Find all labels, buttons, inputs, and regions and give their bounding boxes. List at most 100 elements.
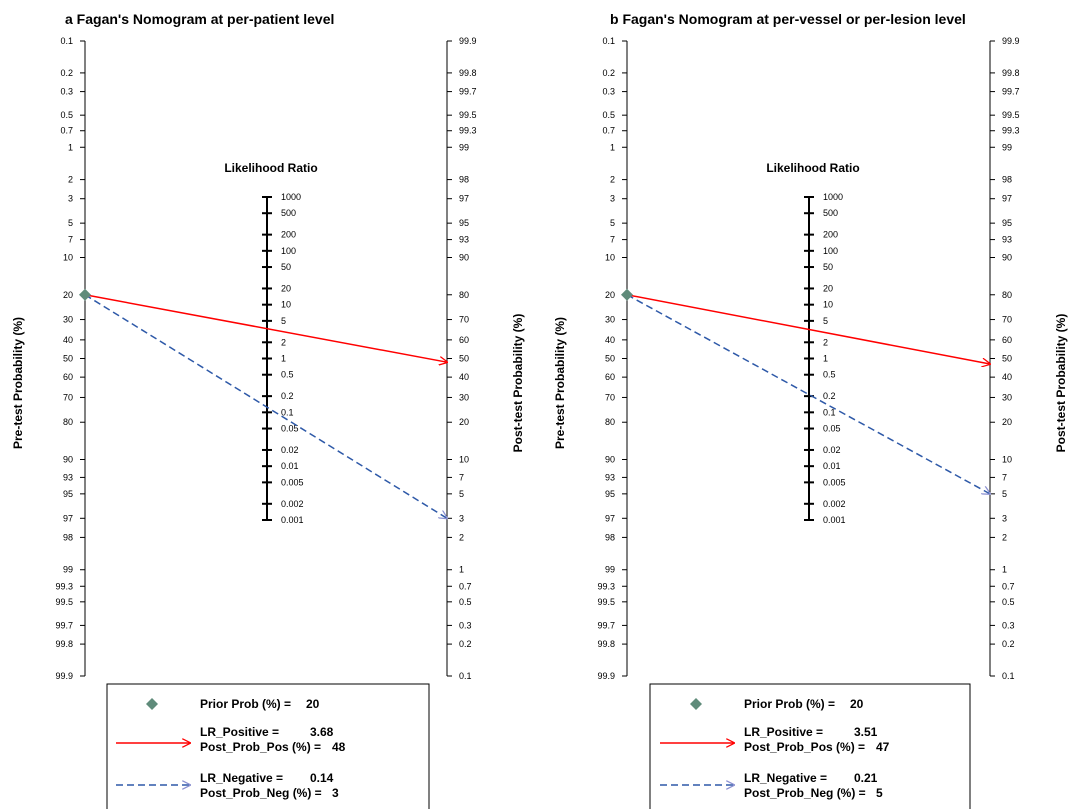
legend-prior-marker (690, 698, 702, 710)
lr-tick-label: 0.01 (823, 461, 841, 471)
post-test-tick-label: 95 (459, 218, 469, 228)
lr-tick-label: 200 (823, 230, 838, 240)
pre-test-tick-label: 99.8 (55, 639, 73, 649)
positive-line (84, 294, 447, 362)
lr-tick-label: 2 (281, 337, 286, 347)
post-test-tick-label: 99.8 (459, 68, 477, 78)
lr-tick-label: 5 (281, 316, 286, 326)
lr-tick-label: 0.5 (281, 370, 294, 380)
pre-test-tick-label: 60 (63, 372, 73, 382)
lr-tick-label: 0.002 (281, 499, 304, 509)
legend-prior-marker (146, 698, 158, 710)
pre-test-tick-label: 90 (63, 455, 73, 465)
post-test-tick-label: 99.5 (459, 110, 477, 120)
pre-test-tick-label: 93 (605, 472, 615, 482)
pre-test-tick-label: 70 (605, 392, 615, 402)
post-test-tick-label: 99 (459, 142, 469, 152)
pre-test-tick-label: 10 (63, 252, 73, 262)
pre-test-tick-label: 7 (610, 235, 615, 245)
pre-test-tick-label: 1 (610, 142, 615, 152)
legend-lr-neg-value: 0.14 (310, 771, 334, 785)
prior-marker (621, 288, 633, 301)
pre-test-tick-label: 0.3 (60, 87, 73, 97)
post-test-tick-label: 97 (1002, 194, 1012, 204)
lr-tick-label: 1 (281, 354, 286, 364)
pre-test-tick-label: 0.2 (60, 68, 73, 78)
lr-tick-label: 0.05 (281, 424, 299, 434)
legend-post-pos-label: Post_Prob_Pos (%) = (200, 740, 321, 754)
post-test-tick-label: 0.5 (1002, 597, 1015, 607)
pre-test-tick-label: 0.1 (602, 36, 615, 46)
pre-test-tick-label: 3 (68, 194, 73, 204)
post-test-tick-label: 99.7 (1002, 87, 1020, 97)
post-test-tick-label: 90 (1002, 252, 1012, 262)
post-test-tick-label: 97 (459, 194, 469, 204)
legend-post-neg-label: Post_Prob_Neg (%) = (200, 786, 322, 800)
lr-tick-label: 0.2 (281, 391, 294, 401)
post-test-tick-label: 98 (459, 175, 469, 185)
post-test-tick-label: 93 (1002, 235, 1012, 245)
lr-tick-label: 20 (281, 283, 291, 293)
pre-test-tick-label: 80 (605, 417, 615, 427)
pre-test-tick-label: 30 (605, 315, 615, 325)
lr-tick-label: 0.1 (823, 407, 836, 417)
legend-prior-value: 20 (306, 697, 320, 711)
post-test-tick-label: 99.3 (1002, 126, 1020, 136)
post-test-tick-label: 0.2 (1002, 639, 1015, 649)
legend-post-pos-value: 47 (876, 740, 890, 754)
pre-test-tick-label: 97 (63, 513, 73, 523)
post-test-tick-label: 30 (459, 392, 469, 402)
pre-test-tick-label: 99.9 (597, 671, 615, 681)
lr-axis-title: Likelihood Ratio (766, 161, 859, 175)
pre-test-tick-label: 3 (610, 194, 615, 204)
lr-tick-label: 0.1 (281, 407, 294, 417)
lr-tick-label: 0.02 (823, 445, 841, 455)
pre-test-tick-label: 99.7 (55, 620, 73, 630)
pre-test-tick-label: 99.5 (55, 597, 73, 607)
post-test-tick-label: 0.5 (459, 597, 472, 607)
post-test-tick-label: 99.3 (459, 126, 477, 136)
post-test-tick-label: 40 (1002, 372, 1012, 382)
post-test-axis-label: Post-test Probability (%) (1054, 314, 1068, 453)
pre-test-tick-label: 50 (63, 354, 73, 364)
post-test-tick-label: 80 (1002, 290, 1012, 300)
pre-test-tick-label: 2 (610, 175, 615, 185)
post-test-tick-label: 1 (1002, 565, 1007, 575)
post-test-tick-label: 70 (1002, 315, 1012, 325)
post-test-tick-label: 30 (1002, 392, 1012, 402)
post-test-tick-label: 5 (459, 489, 464, 499)
pre-test-tick-label: 95 (605, 489, 615, 499)
legend-lr-pos-value: 3.68 (310, 725, 334, 739)
lr-axis-title: Likelihood Ratio (224, 161, 317, 175)
pre-test-tick-label: 0.5 (602, 110, 615, 120)
lr-tick-label: 10 (281, 300, 291, 310)
pre-test-tick-label: 40 (63, 335, 73, 345)
prior-marker (79, 288, 91, 301)
lr-tick-label: 0.05 (823, 424, 841, 434)
pre-test-tick-label: 99.7 (597, 620, 615, 630)
post-test-tick-label: 0.3 (1002, 620, 1015, 630)
post-test-tick-label: 60 (1002, 335, 1012, 345)
pre-test-tick-label: 0.1 (60, 36, 73, 46)
post-test-tick-label: 1 (459, 565, 464, 575)
post-test-tick-label: 99.9 (459, 36, 477, 46)
post-test-tick-label: 0.7 (459, 581, 472, 591)
legend-post-pos-value: 48 (332, 740, 346, 754)
legend-post-pos-label: Post_Prob_Pos (%) = (744, 740, 865, 754)
pre-test-tick-label: 20 (63, 290, 73, 300)
legend-lr-pos-label: LR_Positive = (744, 725, 823, 739)
lr-tick-label: 100 (823, 246, 838, 256)
post-test-tick-label: 93 (459, 235, 469, 245)
legend-prior-label: Prior Prob (%) = (200, 697, 291, 711)
pre-test-tick-label: 50 (605, 354, 615, 364)
post-test-tick-label: 20 (1002, 417, 1012, 427)
pre-test-tick-label: 0.3 (602, 87, 615, 97)
pre-test-tick-label: 99.3 (55, 581, 73, 591)
legend-lr-neg-label: LR_Negative = (200, 771, 283, 785)
post-test-tick-label: 60 (459, 335, 469, 345)
nomogram-panel-a: a Fagan's Nomogram at per-patient level 0… (11, 11, 525, 809)
legend-prior-value: 20 (850, 697, 864, 711)
post-test-tick-label: 0.2 (459, 639, 472, 649)
pre-test-tick-label: 99.5 (597, 597, 615, 607)
